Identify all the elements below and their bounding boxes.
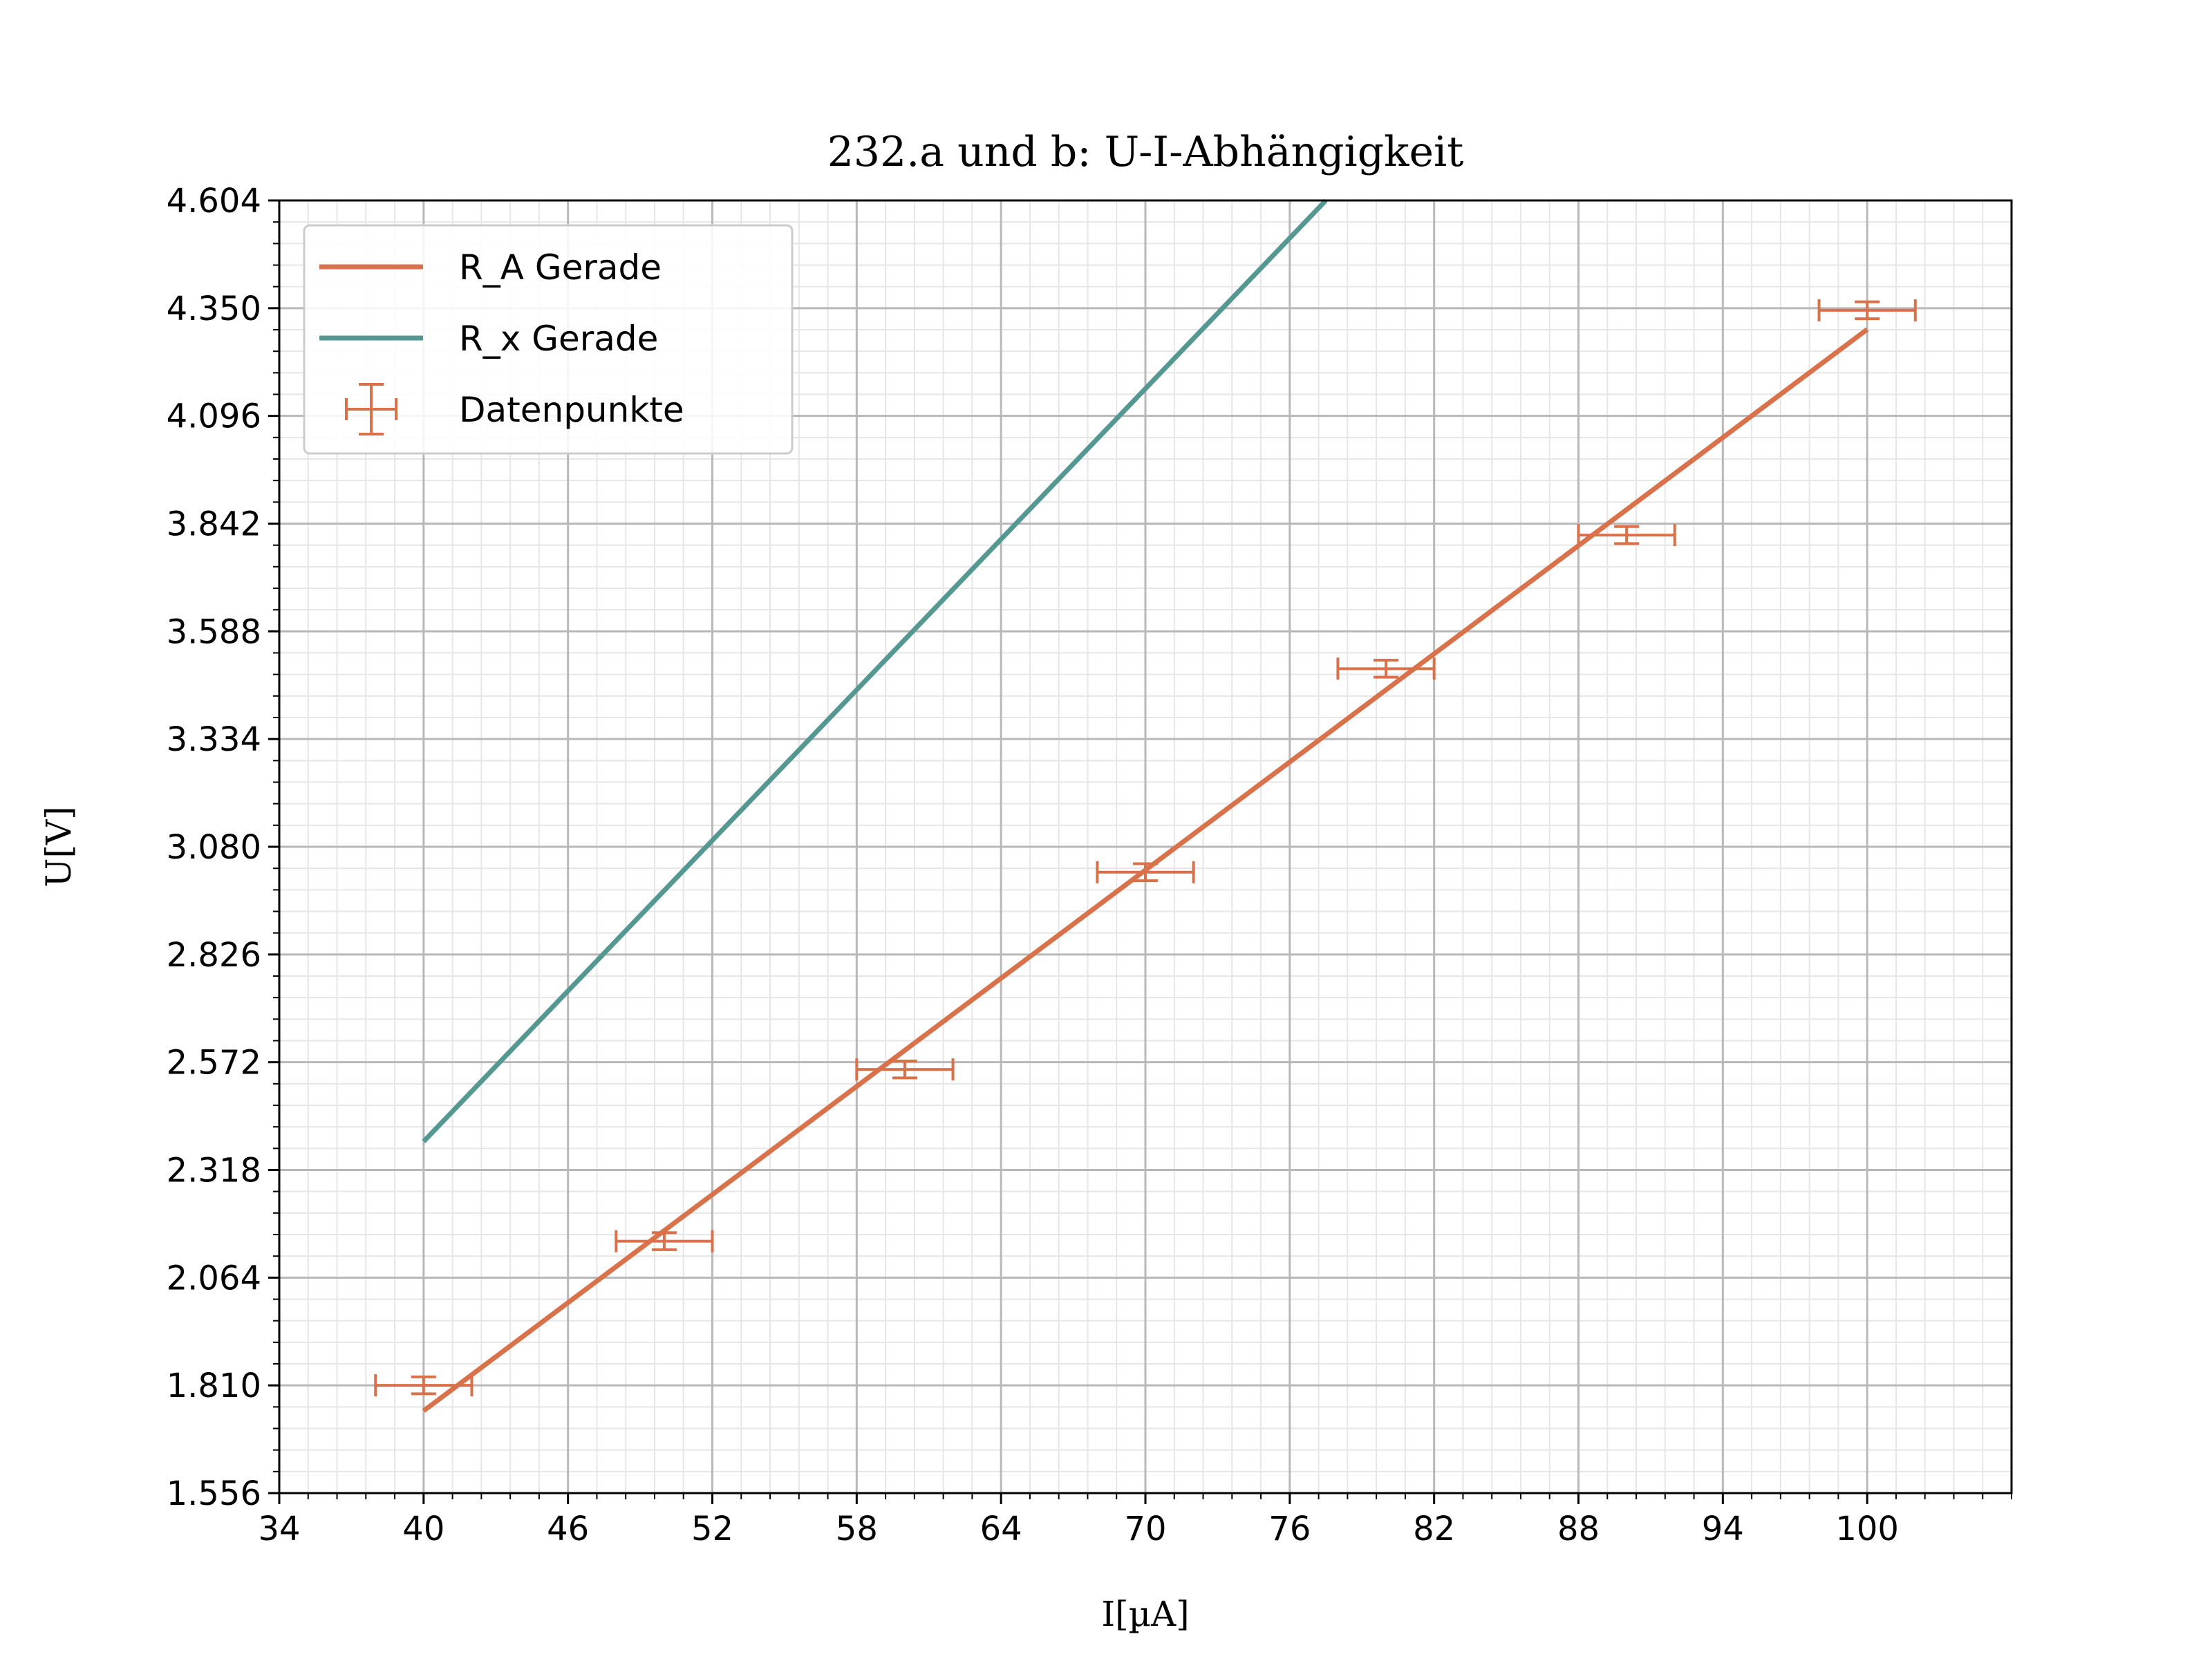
y-tick-label: 4.350	[167, 290, 261, 328]
y-tick-label: 4.096	[167, 397, 261, 436]
legend-label: R_x Gerade	[459, 319, 658, 359]
data-point	[1096, 861, 1195, 883]
y-tick-label: 1.810	[167, 1367, 261, 1405]
y-tick-label: 1.556	[167, 1474, 261, 1513]
legend-item: R_A Gerade	[319, 247, 662, 288]
y-tick-label: 3.842	[167, 505, 261, 544]
data-point	[615, 1230, 714, 1253]
data-point	[374, 1374, 474, 1397]
legend-box	[303, 224, 794, 455]
x-tick-label: 46	[547, 1510, 589, 1548]
x-tick-label: 40	[402, 1510, 444, 1548]
legend-item: Datenpunkte	[345, 383, 684, 435]
chart-title: 232.a und b: U-I-Abhängigkeit	[827, 128, 1464, 176]
axis-ticks: 34 40 46 52 58 64 70 76 82 88 94 100 1.556 1.810 2.064…	[167, 182, 2012, 1548]
x-tick-label: 76	[1268, 1510, 1311, 1548]
x-tick-label: 94	[1702, 1510, 1744, 1548]
x-tick-label: 82	[1413, 1510, 1455, 1548]
x-axis-label: I[µA]	[1101, 1594, 1189, 1634]
data-point	[1336, 657, 1436, 680]
x-tick-label: 70	[1124, 1510, 1166, 1548]
legend-label: R_A Gerade	[459, 247, 662, 288]
y-tick-label: 3.588	[167, 612, 261, 651]
data-point	[855, 1058, 955, 1081]
x-tick-label: 58	[836, 1510, 878, 1548]
y-tick-label: 2.318	[167, 1152, 261, 1190]
data-point	[1577, 524, 1676, 547]
legend-item: R_x Gerade	[319, 319, 658, 359]
y-axis-label: U[V]	[39, 806, 79, 887]
y-tick-label: 4.604	[167, 182, 261, 221]
data-point	[1817, 299, 1917, 321]
y-tick-label: 3.080	[167, 828, 261, 867]
x-tick-label: 64	[980, 1510, 1022, 1548]
x-tick-label: 100	[1835, 1510, 1899, 1548]
x-tick-label: 88	[1557, 1510, 1600, 1548]
y-tick-label: 2.572	[167, 1044, 261, 1082]
y-tick-label: 3.334	[167, 720, 261, 759]
x-tick-label: 34	[258, 1510, 300, 1548]
x-tick-label: 52	[691, 1510, 733, 1548]
series-line	[422, 198, 1328, 1143]
legend-label: Datenpunkte	[459, 390, 684, 430]
y-tick-label: 2.064	[167, 1259, 261, 1297]
y-tick-label: 2.826	[167, 936, 261, 975]
legend: R_A Gerade R_x Gerade Datenpunkte	[303, 224, 794, 455]
series-layer	[374, 198, 1917, 1413]
